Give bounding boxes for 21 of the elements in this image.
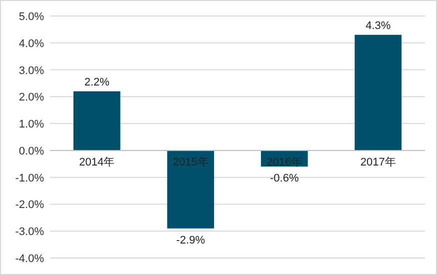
y-tick-label: 0.0% [18,145,44,158]
x-tick-label: 2016年 [266,156,302,168]
y-tick-label: 3.0% [18,64,44,77]
data-label: 4.3% [366,20,391,32]
x-tick-label: 2017年 [360,156,396,168]
y-tick-label: 2.0% [18,92,44,104]
y-tick-label: -1.0% [15,172,44,184]
bar [167,150,214,228]
y-tick-label: -2.0% [15,199,44,212]
x-tick-label: 2015年 [172,156,208,168]
y-tick-label: 5.0% [18,11,44,23]
y-tick-label: -4.0% [15,253,44,265]
data-label: -0.6% [270,172,299,185]
data-label: 2.2% [84,76,110,88]
y-tick-label: 4.0% [18,38,44,50]
bar [73,91,120,150]
y-tick-label: 1.0% [18,118,44,131]
bar [354,34,402,150]
x-tick-label: 2014年 [79,156,115,168]
y-tick-label: -3.0% [15,226,44,238]
data-label: -2.9% [176,234,206,246]
